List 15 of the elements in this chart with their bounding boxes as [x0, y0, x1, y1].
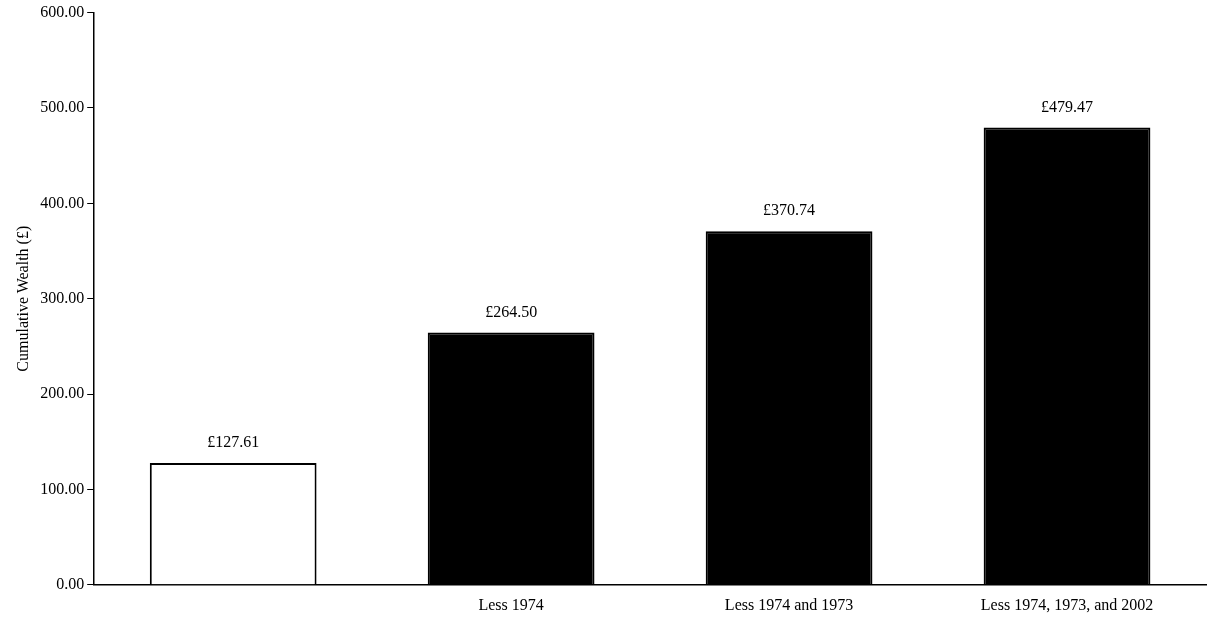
data-label: £264.50 — [485, 302, 538, 320]
x-tick-label: Less 1974 and 1973 — [724, 595, 854, 613]
x-tick-label: Less 1974, 1973, and 2002 — [980, 595, 1154, 613]
y-axis-title: Cumulative Wealth (£) — [13, 225, 32, 372]
data-label: £370.74 — [763, 201, 816, 219]
data-label: £479.47 — [1041, 97, 1094, 115]
y-tick-label: 600.00 — [40, 2, 85, 20]
x-tick-label: Less 1974 — [478, 595, 544, 613]
y-tick-label: 200.00 — [40, 384, 85, 402]
y-tick-label: 400.00 — [40, 193, 85, 211]
y-tick-label: 100.00 — [40, 479, 85, 497]
y-tick-label: 500.00 — [40, 98, 85, 116]
y-tick-label: 0.00 — [56, 575, 85, 592]
y-tick-label: 300.00 — [40, 288, 85, 306]
data-label: £127.61 — [207, 433, 260, 451]
